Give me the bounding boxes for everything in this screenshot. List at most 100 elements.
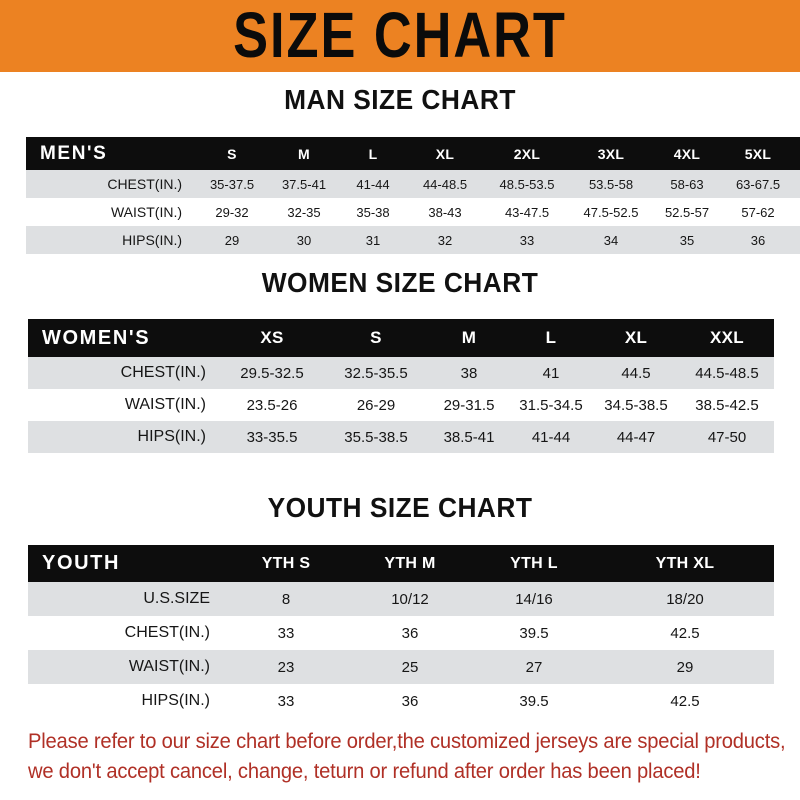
section-title-man: MAN SIZE CHART: [284, 84, 516, 115]
table-cell: 37.5-41: [281, 176, 327, 192]
table-row: WAIST(IN.) 29-32 32-35 35-38 38-43 43-47…: [26, 198, 800, 226]
men-col-header-3xl: 3XL: [597, 145, 625, 162]
table-cell: 29: [676, 658, 694, 676]
table-cell: 41-44: [531, 428, 571, 446]
order-policy-disclaimer: Please refer to our size chart before or…: [28, 727, 786, 787]
men-table-body: CHEST(IN.) 35-37.5 37.5-41 41-44 44-48.5…: [26, 170, 800, 254]
table-cell: 37: [794, 226, 800, 254]
youth-col-header-l: YTH L: [510, 554, 558, 572]
table-row: HIPS(IN.) 33 36 39.5 42.5: [28, 684, 774, 718]
women-table: WOMEN'S XS S M L XL XXL CHEST(IN.) 29.5-…: [28, 319, 774, 453]
table-cell: 31.5-34.5: [519, 396, 583, 414]
table-cell: 27: [525, 658, 543, 676]
table-cell: 36: [401, 624, 419, 642]
women-col-header-m: M: [461, 328, 477, 347]
table-cell: 52.5-57: [664, 204, 710, 220]
men-table: MEN'S S M L XL 2XL 3XL 4XL 5XL 6XL CHEST…: [26, 137, 800, 254]
table-cell: 39.5: [519, 624, 549, 642]
table-cell: 44-47: [616, 428, 656, 446]
men-col-header-xl: XL: [435, 145, 455, 162]
table-cell: 35-38: [356, 204, 390, 220]
table-cell: 31: [365, 232, 381, 248]
youth-row-label-hips: HIPS(IN.): [141, 692, 210, 709]
table-cell: 41-44: [356, 176, 390, 192]
table-cell: 47-50: [707, 428, 747, 446]
table-cell: 29-32: [215, 204, 249, 220]
page-banner: SIZE CHART: [0, 0, 800, 72]
banner-title: SIZE CHART: [233, 0, 567, 72]
table-cell: 38: [460, 364, 478, 382]
table-cell: 57-62: [741, 204, 775, 220]
disclaimer-line-2: we don't accept cancel, change, teturn o…: [28, 760, 701, 783]
women-row-label-hips: HIPS(IN.): [137, 428, 206, 445]
men-col-header-5xl: 5XL: [744, 145, 772, 162]
table-cell: 38.5-41: [443, 428, 495, 446]
youth-row-label-waist: WAIST(IN.): [128, 658, 210, 675]
men-col-header-m: M: [298, 145, 310, 162]
youth-col-header-m: YTH M: [384, 554, 436, 572]
table-cell: 35: [679, 232, 695, 248]
women-col-header-l: L: [545, 328, 557, 347]
table-cell: 41: [542, 364, 560, 382]
women-row-label-chest: CHEST(IN.): [120, 364, 206, 381]
women-table-header: WOMEN'S XS S M L XL XXL: [28, 319, 774, 357]
disclaimer-line-1: Please refer to our size chart before or…: [28, 730, 786, 753]
table-cell: 18/20: [666, 590, 704, 608]
men-row-label-waist: WAIST(IN.): [110, 204, 182, 220]
youth-size-table: YOUTH YTH S YTH M YTH L YTH XL U.S.SIZE …: [28, 545, 774, 718]
section-title-women: WOMEN SIZE CHART: [261, 267, 539, 298]
youth-table: YOUTH YTH S YTH M YTH L YTH XL U.S.SIZE …: [28, 545, 774, 718]
table-cell: 33-35.5: [246, 428, 298, 446]
table-cell: 26-29: [356, 396, 396, 414]
table-cell: 47.5-52.5: [583, 204, 639, 220]
table-cell: 42.5: [670, 624, 700, 642]
women-row-label-waist: WAIST(IN.): [124, 396, 206, 413]
men-col-header-6xl: 6XL: [794, 137, 800, 170]
youth-col-header-s: YTH S: [261, 554, 311, 572]
table-header-row: MEN'S S M L XL 2XL 3XL 4XL 5XL 6XL: [26, 137, 800, 170]
table-cell: 48.5-53.5: [499, 176, 555, 192]
youth-row-label-chest: CHEST(IN.): [124, 624, 210, 641]
men-col-header-4xl: 4XL: [673, 145, 701, 162]
table-row: HIPS(IN.) 29 30 31 32 33 34 35 36 37: [26, 226, 800, 254]
men-row-label-hips: HIPS(IN.): [122, 232, 182, 248]
women-table-body: CHEST(IN.) 29.5-32.5 32.5-35.5 38 41 44.…: [28, 357, 774, 453]
men-col-header-l: L: [368, 145, 378, 162]
table-cell: 43-47.5: [504, 204, 550, 220]
table-row: CHEST(IN.) 33 36 39.5 42.5: [28, 616, 774, 650]
table-cell: 32-35: [287, 204, 321, 220]
table-cell: 29: [224, 232, 240, 248]
table-row: U.S.SIZE 8 10/12 14/16 18/20: [28, 582, 774, 616]
table-cell: 44.5: [621, 364, 651, 382]
table-cell: 8: [281, 590, 291, 608]
table-cell: 10/12: [391, 590, 429, 608]
table-cell: 14/16: [515, 590, 553, 608]
table-cell: 36: [750, 232, 766, 248]
section-title-youth: YOUTH SIZE CHART: [267, 492, 533, 523]
table-cell: 35-37.5: [209, 176, 255, 192]
table-cell: 33: [277, 624, 295, 642]
men-col-header-s: S: [227, 145, 237, 162]
table-header-row: YOUTH YTH S YTH M YTH L YTH XL: [28, 545, 774, 582]
table-cell: 32.5-35.5: [344, 364, 408, 382]
women-size-table: WOMEN'S XS S M L XL XXL CHEST(IN.) 29.5-…: [28, 319, 774, 453]
table-cell: 30: [296, 232, 312, 248]
table-cell: 58-63: [670, 176, 704, 192]
table-cell: 23.5-26: [246, 396, 298, 414]
table-cell: 44-48.5: [422, 176, 468, 192]
table-header-row: WOMEN'S XS S M L XL XXL: [28, 319, 774, 357]
men-col-header-2xl: 2XL: [513, 145, 541, 162]
table-cell: 34.5-38.5: [604, 396, 668, 414]
men-row-label-header: MEN'S: [40, 142, 108, 164]
men-size-table: MEN'S S M L XL 2XL 3XL 4XL 5XL 6XL CHEST…: [26, 137, 800, 254]
table-row: CHEST(IN.) 35-37.5 37.5-41 41-44 44-48.5…: [26, 170, 800, 198]
women-col-header-xl: XL: [624, 328, 648, 347]
table-cell: 44.5-48.5: [695, 364, 759, 382]
table-cell: 38-43: [428, 204, 462, 220]
youth-table-body: U.S.SIZE 8 10/12 14/16 18/20 CHEST(IN.) …: [28, 582, 774, 718]
table-cell: 25: [401, 658, 419, 676]
men-row-label-chest: CHEST(IN.): [107, 176, 182, 192]
table-row: WAIST(IN.) 23.5-26 26-29 29-31.5 31.5-34…: [28, 389, 774, 421]
youth-row-label-ussize: U.S.SIZE: [143, 590, 210, 607]
